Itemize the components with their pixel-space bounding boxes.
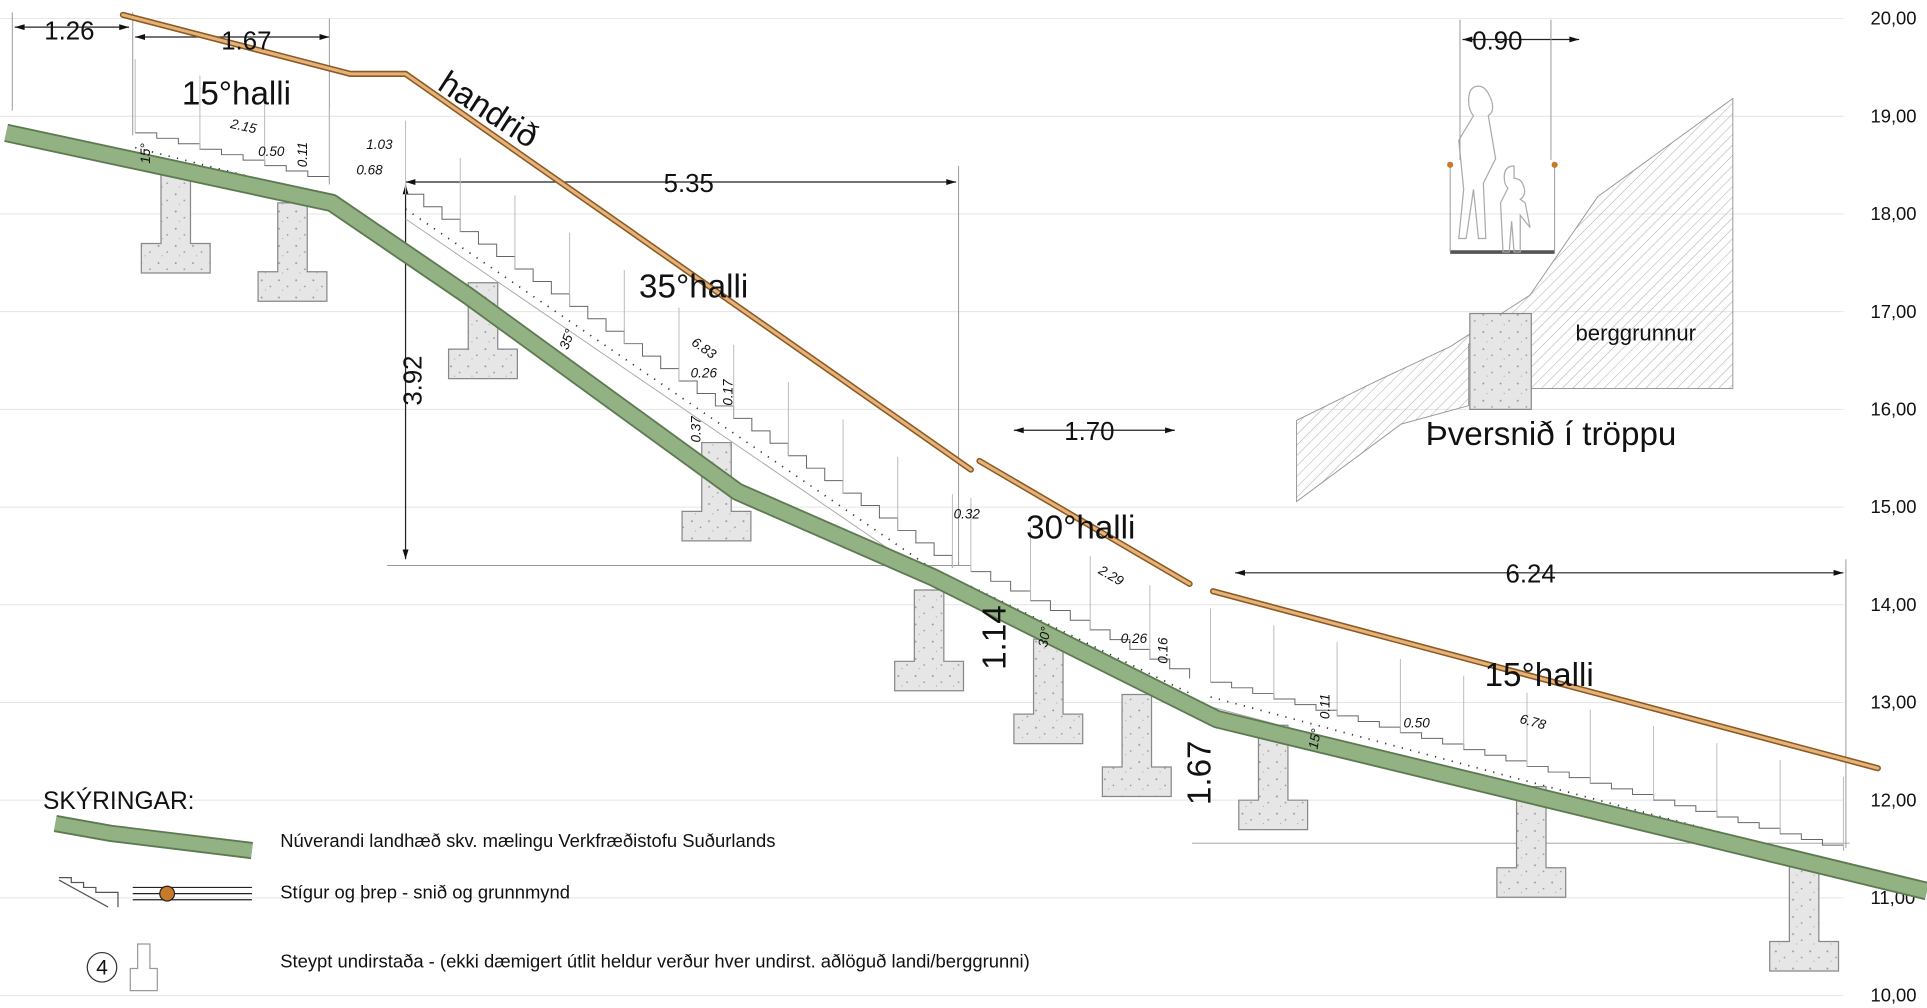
small-dimension: 0.26 [691,365,718,380]
small-dimension: 2.29 [1095,562,1127,589]
small-dimension: 0.50 [258,144,285,159]
elevation-label: 14,00 [1870,594,1916,615]
slope-label: 30°halli [1026,509,1135,546]
angle-label: 30° [1035,625,1053,648]
dimension: 1.14 [976,605,1013,670]
legend-item: Steypt undirstaða - (ekki dæmigert útlit… [280,950,1030,971]
stair-treads [135,132,330,182]
footing [140,171,211,274]
slope-label: 15°halli [182,76,291,113]
angle-label: 15° [1306,727,1324,750]
footing [1238,724,1309,831]
footing [1496,786,1567,898]
child [1499,165,1531,253]
small-dimension: 0.37 [689,416,704,443]
dimension: 5.35 [664,170,714,198]
small-dimension: 1.03 [366,137,393,152]
dimension: 1.70 [1064,418,1114,446]
footings [140,171,1840,972]
stringer [1210,696,1844,867]
small-dimension: 0.16 [1156,637,1171,664]
handrail-label: handrið [432,64,545,155]
small-dimension: 2.15 [228,116,258,136]
small-dimension: 6.83 [689,334,720,362]
legend-title: SKÝRINGAR: [43,788,195,815]
footing [894,589,965,692]
legend-item: Stígur og þrep - snið og grunnmynd [280,881,570,902]
elevation-label: 13,00 [1870,692,1916,713]
elevation-label: 20,00 [1870,8,1916,29]
footing-number-circle [86,951,118,983]
angle-label: 35° [557,327,578,352]
bedrock-label: berggrunnur [1576,321,1696,346]
dimension: 1.67 [1182,741,1219,806]
slope-label: 35°halli [639,269,748,306]
section-title: Þversnið í tröppu [1426,416,1677,453]
stringer-edge [405,218,953,593]
small-dimension: 0.17 [720,379,735,406]
legend-plan [132,885,252,902]
stair-treads [1210,681,1845,851]
dimension: 1.67 [221,27,271,55]
dimension: 6.24 [1505,561,1555,589]
inset-rail [1551,161,1558,168]
elevation-label: 17,00 [1870,301,1916,322]
small-dimension: 0.26 [1121,631,1148,646]
footing [1101,693,1172,798]
person [1458,85,1497,240]
small-dimension: 0.68 [356,163,383,178]
bedrock-hatch [1296,97,1734,503]
ground [4,125,1927,899]
small-dimension: 0.32 [954,507,981,522]
small-dimension: 0.11 [295,142,310,167]
elevation-label: 18,00 [1870,203,1916,224]
slope-label: 15°halli [1485,657,1594,694]
dimension: 3.92 [400,355,428,405]
small-dimension: 6.78 [1518,711,1548,732]
footing [681,441,752,542]
legend-ground [54,816,253,858]
elevation-label: 12,00 [1870,789,1916,810]
legend-item: Núverandi landhæð skv. mælingu Verkfræði… [280,830,775,851]
elevation-label: 10,00 [1870,985,1916,1006]
small-dimension: 0.50 [1403,716,1430,731]
inset-rail [1447,161,1454,168]
footing-number: 4 [96,957,108,980]
footing [447,282,519,380]
inset-footing [1469,312,1532,410]
footing [1769,859,1840,972]
elevation-label: 15,00 [1870,496,1916,517]
handrail [121,13,1880,770]
dimension: 0.90 [1472,27,1522,55]
dimension: 1.26 [44,17,94,45]
angle-label: 15° [138,143,153,164]
elevation-label: 19,00 [1870,105,1916,126]
footing [257,202,328,302]
legend-stair [58,876,119,908]
footing [1013,638,1084,745]
legend-footing [129,943,158,992]
elevation-label: 16,00 [1870,399,1916,420]
small-dimension: 0.11 [1318,694,1333,719]
